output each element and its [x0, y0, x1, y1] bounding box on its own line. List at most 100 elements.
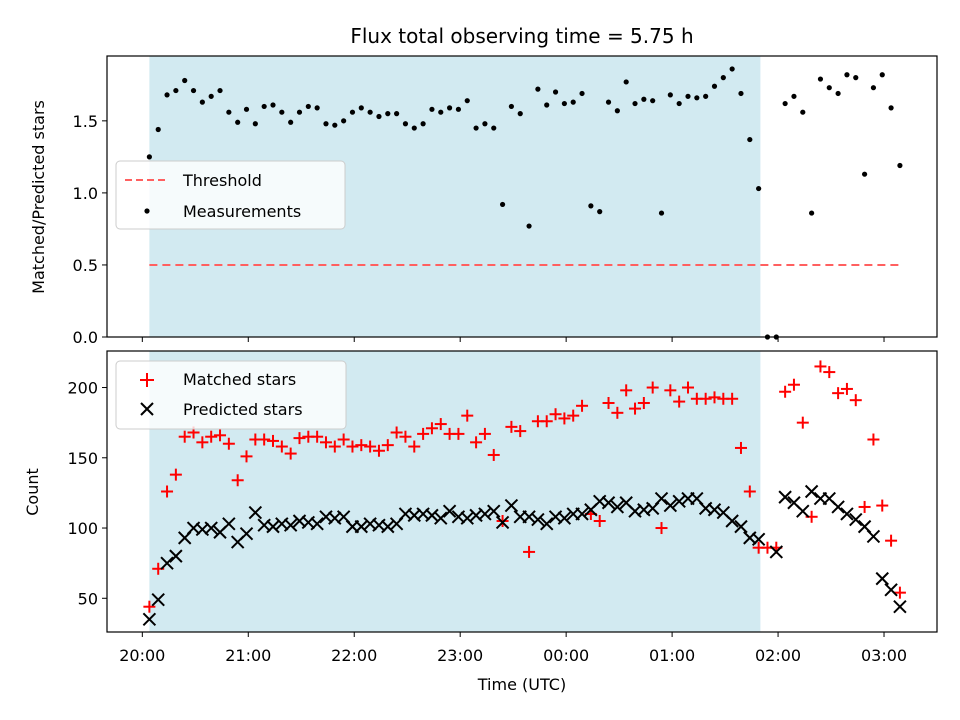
matched-stars-point [399, 430, 412, 443]
predicted-stars-point [248, 505, 263, 520]
matched-stars-point [620, 384, 633, 397]
matched-stars-point [699, 392, 712, 405]
matched-stars-point [487, 448, 500, 461]
predicted-stars-point [769, 545, 784, 559]
predicted-stars-point [142, 612, 157, 627]
measurement-point [517, 111, 523, 117]
measurement-point [464, 98, 470, 104]
measurement-point [685, 93, 691, 99]
matched-stars-point [876, 499, 889, 512]
bottom-y-tick-label: 150 [67, 449, 98, 468]
measurement-point [535, 86, 541, 92]
top-y-tick-label: 0.5 [73, 256, 98, 275]
matched-stars-point [319, 436, 332, 449]
top-y-tick-label: 1.0 [73, 184, 98, 203]
matched-stars-point [893, 586, 906, 599]
bottom-y-tick-label: 100 [67, 519, 98, 538]
measurement-point [190, 87, 197, 94]
matched-stars-point [222, 437, 235, 450]
matched-stars-point [567, 409, 580, 422]
measurement-point [226, 109, 232, 115]
measurement-point [394, 111, 400, 117]
measurement-point [367, 109, 373, 115]
matched-stars-point [664, 384, 677, 397]
measurement-point [676, 100, 682, 107]
measurements-legend-label: Measurements [183, 202, 301, 221]
top-panel: 0.0 0.5 1.0 1.5 Matched/Predicted stars Thr… [29, 55, 938, 347]
predicted-stars-point [310, 517, 324, 531]
matched-stars-point [558, 412, 571, 425]
measurement-point [650, 98, 656, 104]
measurement-point [314, 105, 320, 111]
matched-stars-point [576, 399, 589, 412]
bottom-panel: 50 100 150 200 20:00 21:00 22:00 23:00 00:00 01:… [23, 350, 938, 694]
matched-stars-point [470, 436, 483, 449]
matched-stars-point [540, 415, 553, 428]
matched-stars-point [734, 441, 747, 454]
measurement-point [411, 125, 417, 131]
bottom-y-tick-label: 200 [67, 379, 98, 398]
measurement-point [826, 85, 832, 91]
predicted-stars-point [266, 519, 280, 534]
matched-stars-point [381, 439, 394, 452]
measurement-point [332, 122, 338, 128]
measurement-point [694, 95, 700, 101]
measurement-point [155, 126, 161, 133]
measurement-point [341, 118, 347, 124]
measurement-point [791, 93, 797, 99]
predicted-stars-point [610, 500, 625, 514]
predicted-stars-point [751, 532, 766, 546]
predicted-stars-point [434, 511, 448, 525]
top-legend-box [115, 160, 346, 230]
measurement-point [605, 99, 612, 105]
x-tick-label: 03:00 [861, 646, 907, 665]
measurement-point [800, 109, 806, 115]
top-y-axis-label: Matched/Predicted stars [29, 100, 48, 294]
measurement-point [323, 121, 329, 127]
predicted-stars-point [734, 519, 748, 534]
predicted-stars-point [804, 484, 819, 499]
measurement-point [402, 121, 409, 127]
measurement-point [747, 136, 753, 143]
predicted-stars-point [601, 496, 616, 510]
measurement-point [349, 109, 356, 115]
matched-stars-point [646, 381, 659, 394]
measurement-point [738, 90, 744, 97]
bottom-y-axis-label: Count [23, 468, 42, 516]
measurement-point [288, 119, 294, 125]
predicted-stars-point [884, 583, 898, 597]
measurement-point [844, 72, 850, 78]
matched-stars-point [814, 360, 827, 373]
predicted-stars-point [460, 511, 474, 525]
matched-stars-point [796, 416, 809, 429]
predicted-stars-point [654, 491, 669, 506]
measurement-point [429, 106, 435, 112]
matched-stars-point [214, 429, 227, 442]
measurement-point [217, 87, 223, 94]
measurement-point [570, 99, 576, 105]
predicted-stars-point [672, 494, 686, 509]
matched-stars-point [832, 387, 845, 400]
matched-stars-point [637, 396, 650, 409]
predicted-stars-legend-label: Predicted stars [183, 400, 303, 419]
matched-stars-point [275, 440, 288, 453]
measurement-point [279, 109, 285, 115]
measurement-point [888, 105, 894, 111]
matched-stars-point [629, 402, 642, 415]
x-tick-label: 01:00 [649, 646, 695, 665]
measurement-point [164, 92, 170, 98]
measurement-point [526, 223, 532, 229]
matched-stars-point [549, 408, 562, 421]
matched-stars-point [205, 430, 218, 443]
matched-stars-point [514, 425, 527, 438]
predicted-stars-point [875, 571, 889, 586]
matched-stars-point [885, 534, 898, 547]
top-y-tick-label: 1.5 [73, 112, 98, 131]
measurement-point [720, 75, 726, 81]
x-tick-label: 00:00 [543, 646, 589, 665]
matched-stars-point [267, 434, 279, 447]
predicted-stars-point [663, 498, 678, 513]
matched-stars-point [346, 440, 359, 453]
matched-stars-point [178, 430, 191, 443]
measurement-point [438, 109, 444, 115]
